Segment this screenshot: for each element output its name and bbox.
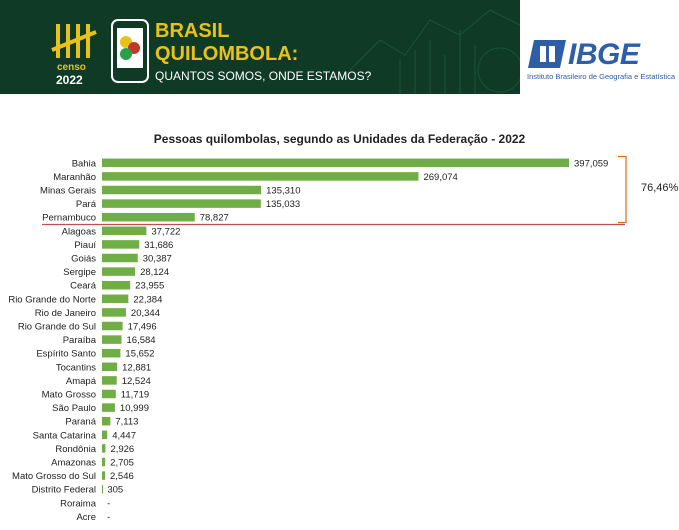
category-label: Rondônia [55, 444, 96, 455]
censo-logo-icon [51, 24, 97, 58]
value-label: 305 [107, 485, 123, 496]
bar [102, 376, 117, 385]
bar [102, 172, 419, 181]
ibge-logo-icon [528, 40, 566, 68]
bar [102, 430, 108, 440]
bar [102, 240, 140, 249]
category-label: Mato Grosso [42, 390, 96, 401]
category-label: Goiás [71, 254, 96, 265]
category-label: Mato Grosso do Sul [12, 471, 96, 482]
category-label: Rio Grande do Norte [8, 294, 96, 305]
value-label: 11,719 [121, 390, 149, 401]
bar [102, 416, 111, 426]
category-label: Pernambuco [42, 213, 96, 224]
value-label: - [107, 512, 110, 523]
value-label: 16,584 [127, 335, 156, 346]
banner-title-line2: QUILOMBOLA: [155, 43, 299, 65]
censo-word: censo [57, 62, 86, 73]
category-label: Roraima [60, 498, 97, 509]
category-label: Rio Grande do Sul [18, 322, 96, 333]
chart-title: Pessoas quilombolas, segundo as Unidades… [153, 132, 526, 146]
value-label: 17,496 [128, 322, 157, 333]
bar [102, 389, 116, 399]
banner-title-line1: BRASIL [155, 20, 230, 42]
value-label: 10,999 [120, 403, 149, 414]
value-label: 12,881 [122, 362, 151, 373]
censo-year: 2022 [56, 73, 83, 87]
value-label: 37,722 [151, 226, 180, 237]
value-label: 135,033 [266, 199, 300, 210]
bar [102, 308, 126, 317]
category-label: Paraná [65, 417, 96, 428]
value-label: 23,955 [135, 281, 164, 292]
value-label: 20,344 [131, 308, 160, 319]
category-label: Sergipe [63, 267, 96, 278]
bar [102, 294, 129, 304]
category-label: Acre [76, 512, 96, 523]
banner-subtitle: QUANTOS SOMOS, ONDE ESTAMOS? [155, 69, 372, 83]
bar [102, 199, 261, 208]
bar [102, 457, 106, 467]
bar [102, 362, 118, 372]
value-label: 2,705 [110, 458, 134, 469]
value-label: 269,074 [423, 172, 457, 183]
group-bracket [618, 155, 627, 224]
value-label: 2,926 [110, 444, 134, 455]
category-label: Tocantins [56, 362, 96, 373]
category-label: Alagoas [62, 226, 97, 237]
category-label: Amapá [66, 376, 97, 387]
value-label: 397,059 [574, 158, 608, 169]
bar [102, 158, 569, 168]
category-label: Distrito Federal [32, 485, 96, 496]
value-label: 4,447 [112, 430, 136, 441]
ibge-full-name: Instituto Brasileiro de Geografia e Esta… [527, 72, 675, 81]
category-label: Bahia [72, 158, 97, 169]
bar [102, 444, 106, 453]
bar [102, 226, 147, 236]
banner-title: BRASIL QUILOMBOLA: [155, 20, 298, 66]
category-label: Minas Gerais [40, 186, 96, 197]
bar [102, 321, 123, 331]
bar [102, 280, 131, 290]
category-label: São Paulo [52, 403, 96, 414]
value-label: 12,524 [122, 376, 151, 387]
value-label: 135,310 [266, 186, 300, 197]
category-label: Espírito Santo [36, 349, 96, 360]
value-label: 7,113 [115, 417, 138, 428]
bar [102, 185, 262, 195]
group-percentage-label: 76,46% [641, 182, 679, 194]
category-label: Ceará [70, 281, 97, 292]
category-label: Piauí [74, 240, 96, 251]
category-label: Amazonas [51, 458, 96, 469]
value-label: 31,686 [144, 240, 173, 251]
value-label: 78,827 [200, 213, 229, 224]
bar-chart: Bahia 397,059 Maranhão 269,074 Minas Gerais 1… [8, 155, 627, 523]
category-label: Pará [76, 199, 97, 210]
category-label: Santa Catarina [33, 430, 97, 441]
bar [102, 267, 136, 276]
ibge-logo-text: IBGE [568, 38, 640, 71]
value-label: 30,387 [143, 254, 172, 265]
bar [102, 471, 105, 480]
bar [102, 348, 121, 358]
value-label: 15,652 [125, 349, 154, 360]
category-label: Paraíba [63, 335, 97, 346]
bar [102, 335, 122, 344]
category-label: Maranhão [53, 172, 96, 183]
phone-icon [111, 19, 149, 83]
value-label: 22,384 [133, 294, 162, 305]
bar [102, 484, 103, 494]
header-banner [0, 0, 520, 94]
bar [102, 212, 195, 222]
value-label: 28,124 [140, 267, 169, 278]
category-label: Rio de Janeiro [35, 308, 96, 319]
bar [102, 253, 138, 263]
bar [102, 403, 115, 412]
value-label: 2,546 [110, 471, 134, 482]
value-label: - [107, 498, 110, 509]
